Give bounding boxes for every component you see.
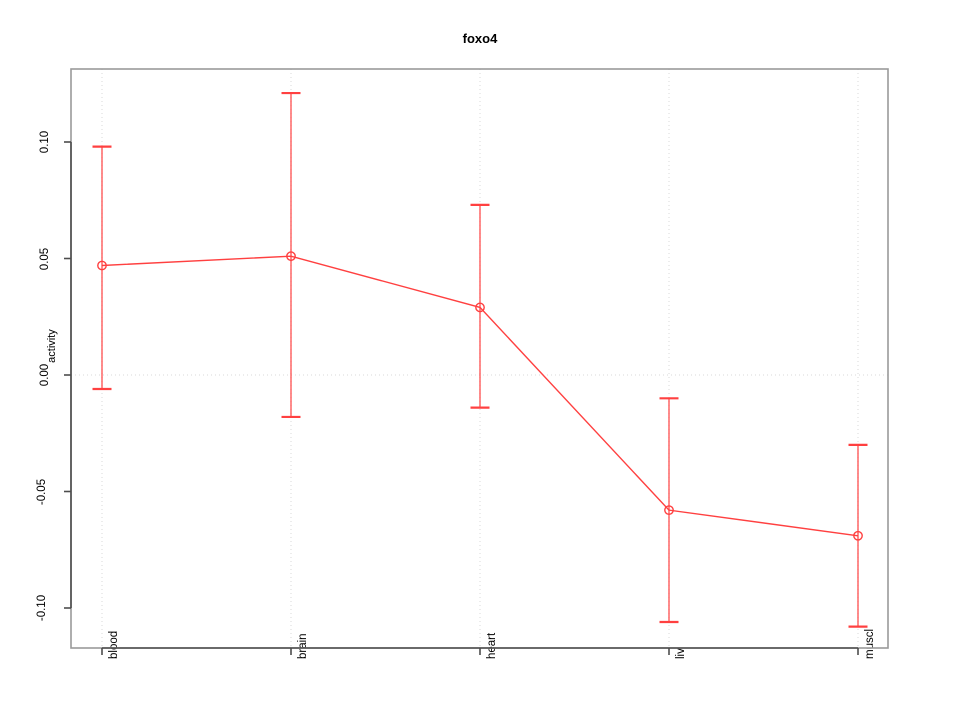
y-axis: [64, 141, 72, 609]
data-point-marker: [853, 530, 863, 541]
series-activity: [92, 91, 868, 628]
data-point-marker: [286, 251, 296, 262]
page-title: foxo4: [462, 31, 498, 46]
x-axis: [101, 647, 859, 655]
error-bar: [92, 145, 112, 391]
error-bar: [281, 91, 301, 419]
data-point-marker: [664, 505, 674, 516]
error-bar: [470, 203, 490, 409]
series-line: [101, 255, 859, 537]
data-point-marker: [97, 260, 107, 271]
data-point-marker: [475, 302, 485, 313]
